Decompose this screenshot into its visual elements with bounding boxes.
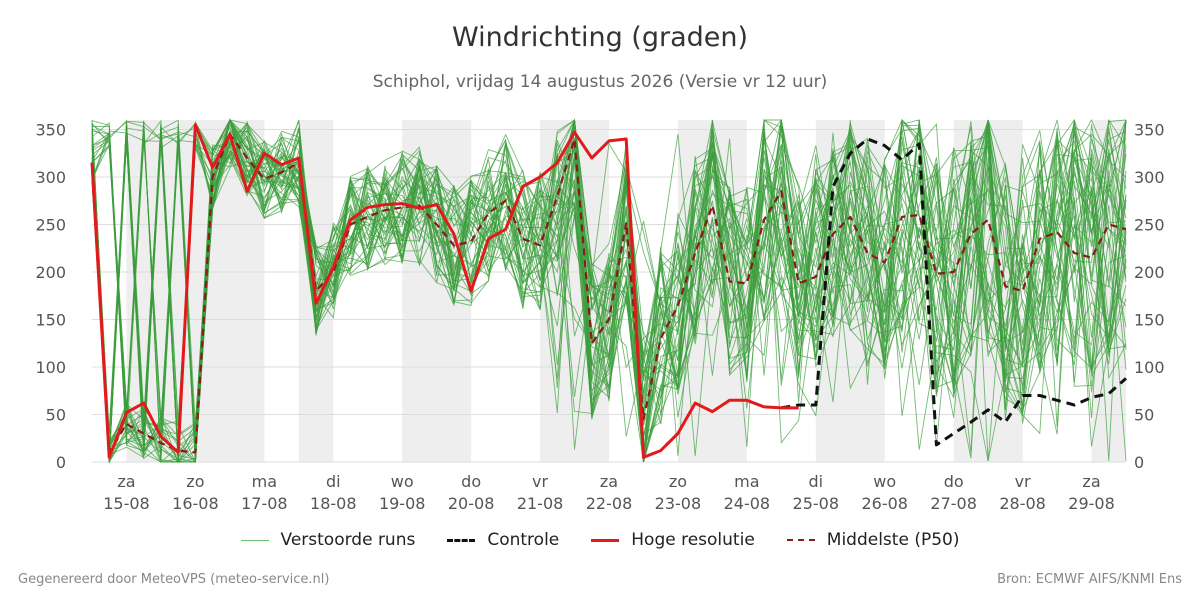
x-tick-date: 28-08 — [999, 494, 1046, 513]
y-tick-label-right: 300 — [1134, 168, 1165, 187]
x-tick-weekday: ma — [734, 472, 759, 491]
legend: Verstoorde runs Controle Hoge resolutie … — [0, 530, 1200, 550]
footer-source: Bron: ECMWF AIFS/KNMI Ens — [997, 572, 1182, 587]
perturbed-run-line — [91, 118, 1127, 460]
y-tick-label-right: 200 — [1134, 263, 1165, 282]
x-tick-date: 23-08 — [655, 494, 702, 513]
perturbed-run-line — [91, 118, 1127, 455]
chart-title: Windrichting (graden) — [451, 22, 749, 53]
legend-swatch-perturbed — [240, 539, 269, 541]
perturbed-run-line — [91, 118, 1127, 452]
y-tick-label-left: 350 — [35, 121, 66, 140]
x-tick-weekday: di — [326, 472, 341, 491]
legend-swatch-control — [447, 538, 476, 542]
x-tick-weekday: do — [944, 472, 964, 491]
x-tick-date: 19-08 — [379, 494, 426, 513]
legend-item-control[interactable]: Controle — [447, 530, 559, 550]
legend-item-hires[interactable]: Hoge resolutie — [591, 530, 755, 550]
legend-swatch-median — [786, 539, 815, 541]
legend-swatch-hires — [591, 538, 620, 542]
x-tick-weekday: za — [1082, 472, 1100, 491]
y-tick-label-left: 50 — [46, 406, 66, 425]
legend-label-control: Controle — [487, 530, 560, 550]
hires-line — [90, 123, 799, 459]
x-tick-weekday: zo — [669, 472, 687, 491]
perturbed-run-line — [91, 118, 1127, 463]
x-tick-date: 24-08 — [724, 494, 771, 513]
x-tick-weekday: do — [461, 472, 481, 491]
x-tick-date: 15-08 — [103, 494, 150, 513]
chart-subtitle: Schiphol, vrijdag 14 augustus 2026 (Vers… — [372, 72, 828, 92]
y-tick-label-right: 350 — [1134, 121, 1165, 140]
y-tick-label-left: 150 — [35, 311, 66, 330]
x-tick-date: 16-08 — [172, 494, 219, 513]
y-tick-label-left: 100 — [35, 358, 66, 377]
x-tick-weekday: di — [808, 472, 823, 491]
control-line — [781, 137, 1127, 447]
y-tick-label-right: 150 — [1134, 311, 1165, 330]
y-tick-label-left: 0 — [56, 453, 66, 472]
y-tick-label-right: 100 — [1134, 358, 1165, 377]
legend-label-hires: Hoge resolutie — [631, 530, 755, 550]
perturbed-run-line — [91, 119, 1127, 455]
x-tick-weekday: wo — [391, 472, 414, 491]
perturbed-run-line — [91, 119, 1127, 463]
perturbed-run-line — [91, 119, 1127, 458]
x-tick-weekday: vr — [532, 472, 548, 491]
y-tick-label-right: 0 — [1134, 453, 1144, 472]
perturbed-run-line — [91, 119, 1127, 463]
legend-item-perturbed[interactable]: Verstoorde runs — [240, 530, 416, 550]
y-tick-label-left: 300 — [35, 168, 66, 187]
y-tick-label-left: 250 — [35, 216, 66, 235]
legend-label-median: Middelste (P50) — [826, 530, 960, 550]
x-tick-weekday: za — [600, 472, 618, 491]
x-tick-weekday: zo — [186, 472, 204, 491]
perturbed-run-line — [91, 119, 1127, 463]
footer-generated-by: Gegenereerd door MeteoVPS (meteo-service… — [18, 572, 330, 587]
main-series — [90, 123, 1127, 459]
perturbed-run-line — [91, 119, 1127, 463]
y-axis-right: 0 50 100 150 200 250 300 350 — [1134, 121, 1165, 473]
median-line — [90, 133, 1127, 454]
x-tick-date: 27-08 — [930, 494, 977, 513]
x-axis: za 15-08 zo 16-08 ma 17-08 di 18-08 wo 19-08 do 20-… — [103, 472, 1115, 513]
perturbed-run-line — [91, 119, 1127, 463]
x-tick-date: 21-08 — [517, 494, 564, 513]
perturbed-runs — [91, 118, 1127, 464]
x-tick-date: 17-08 — [241, 494, 288, 513]
x-tick-date: 26-08 — [861, 494, 908, 513]
legend-label-perturbed: Verstoorde runs — [280, 530, 416, 550]
x-tick-date: 22-08 — [586, 494, 633, 513]
y-tick-label-right: 50 — [1134, 406, 1154, 425]
perturbed-run-line — [91, 118, 1127, 464]
x-tick-date: 20-08 — [448, 494, 495, 513]
x-tick-weekday: ma — [252, 472, 277, 491]
legend-item-median[interactable]: Middelste (P50) — [786, 530, 960, 550]
x-tick-date: 29-08 — [1068, 494, 1115, 513]
y-axis-left: 0 50 100 150 200 250 300 350 — [35, 121, 66, 473]
x-tick-weekday: wo — [873, 472, 896, 491]
y-tick-label-right: 250 — [1134, 216, 1165, 235]
x-tick-weekday: vr — [1015, 472, 1031, 491]
x-tick-date: 25-08 — [793, 494, 840, 513]
x-tick-date: 18-08 — [310, 494, 357, 513]
x-tick-weekday: za — [117, 472, 135, 491]
y-tick-label-left: 200 — [35, 263, 66, 282]
